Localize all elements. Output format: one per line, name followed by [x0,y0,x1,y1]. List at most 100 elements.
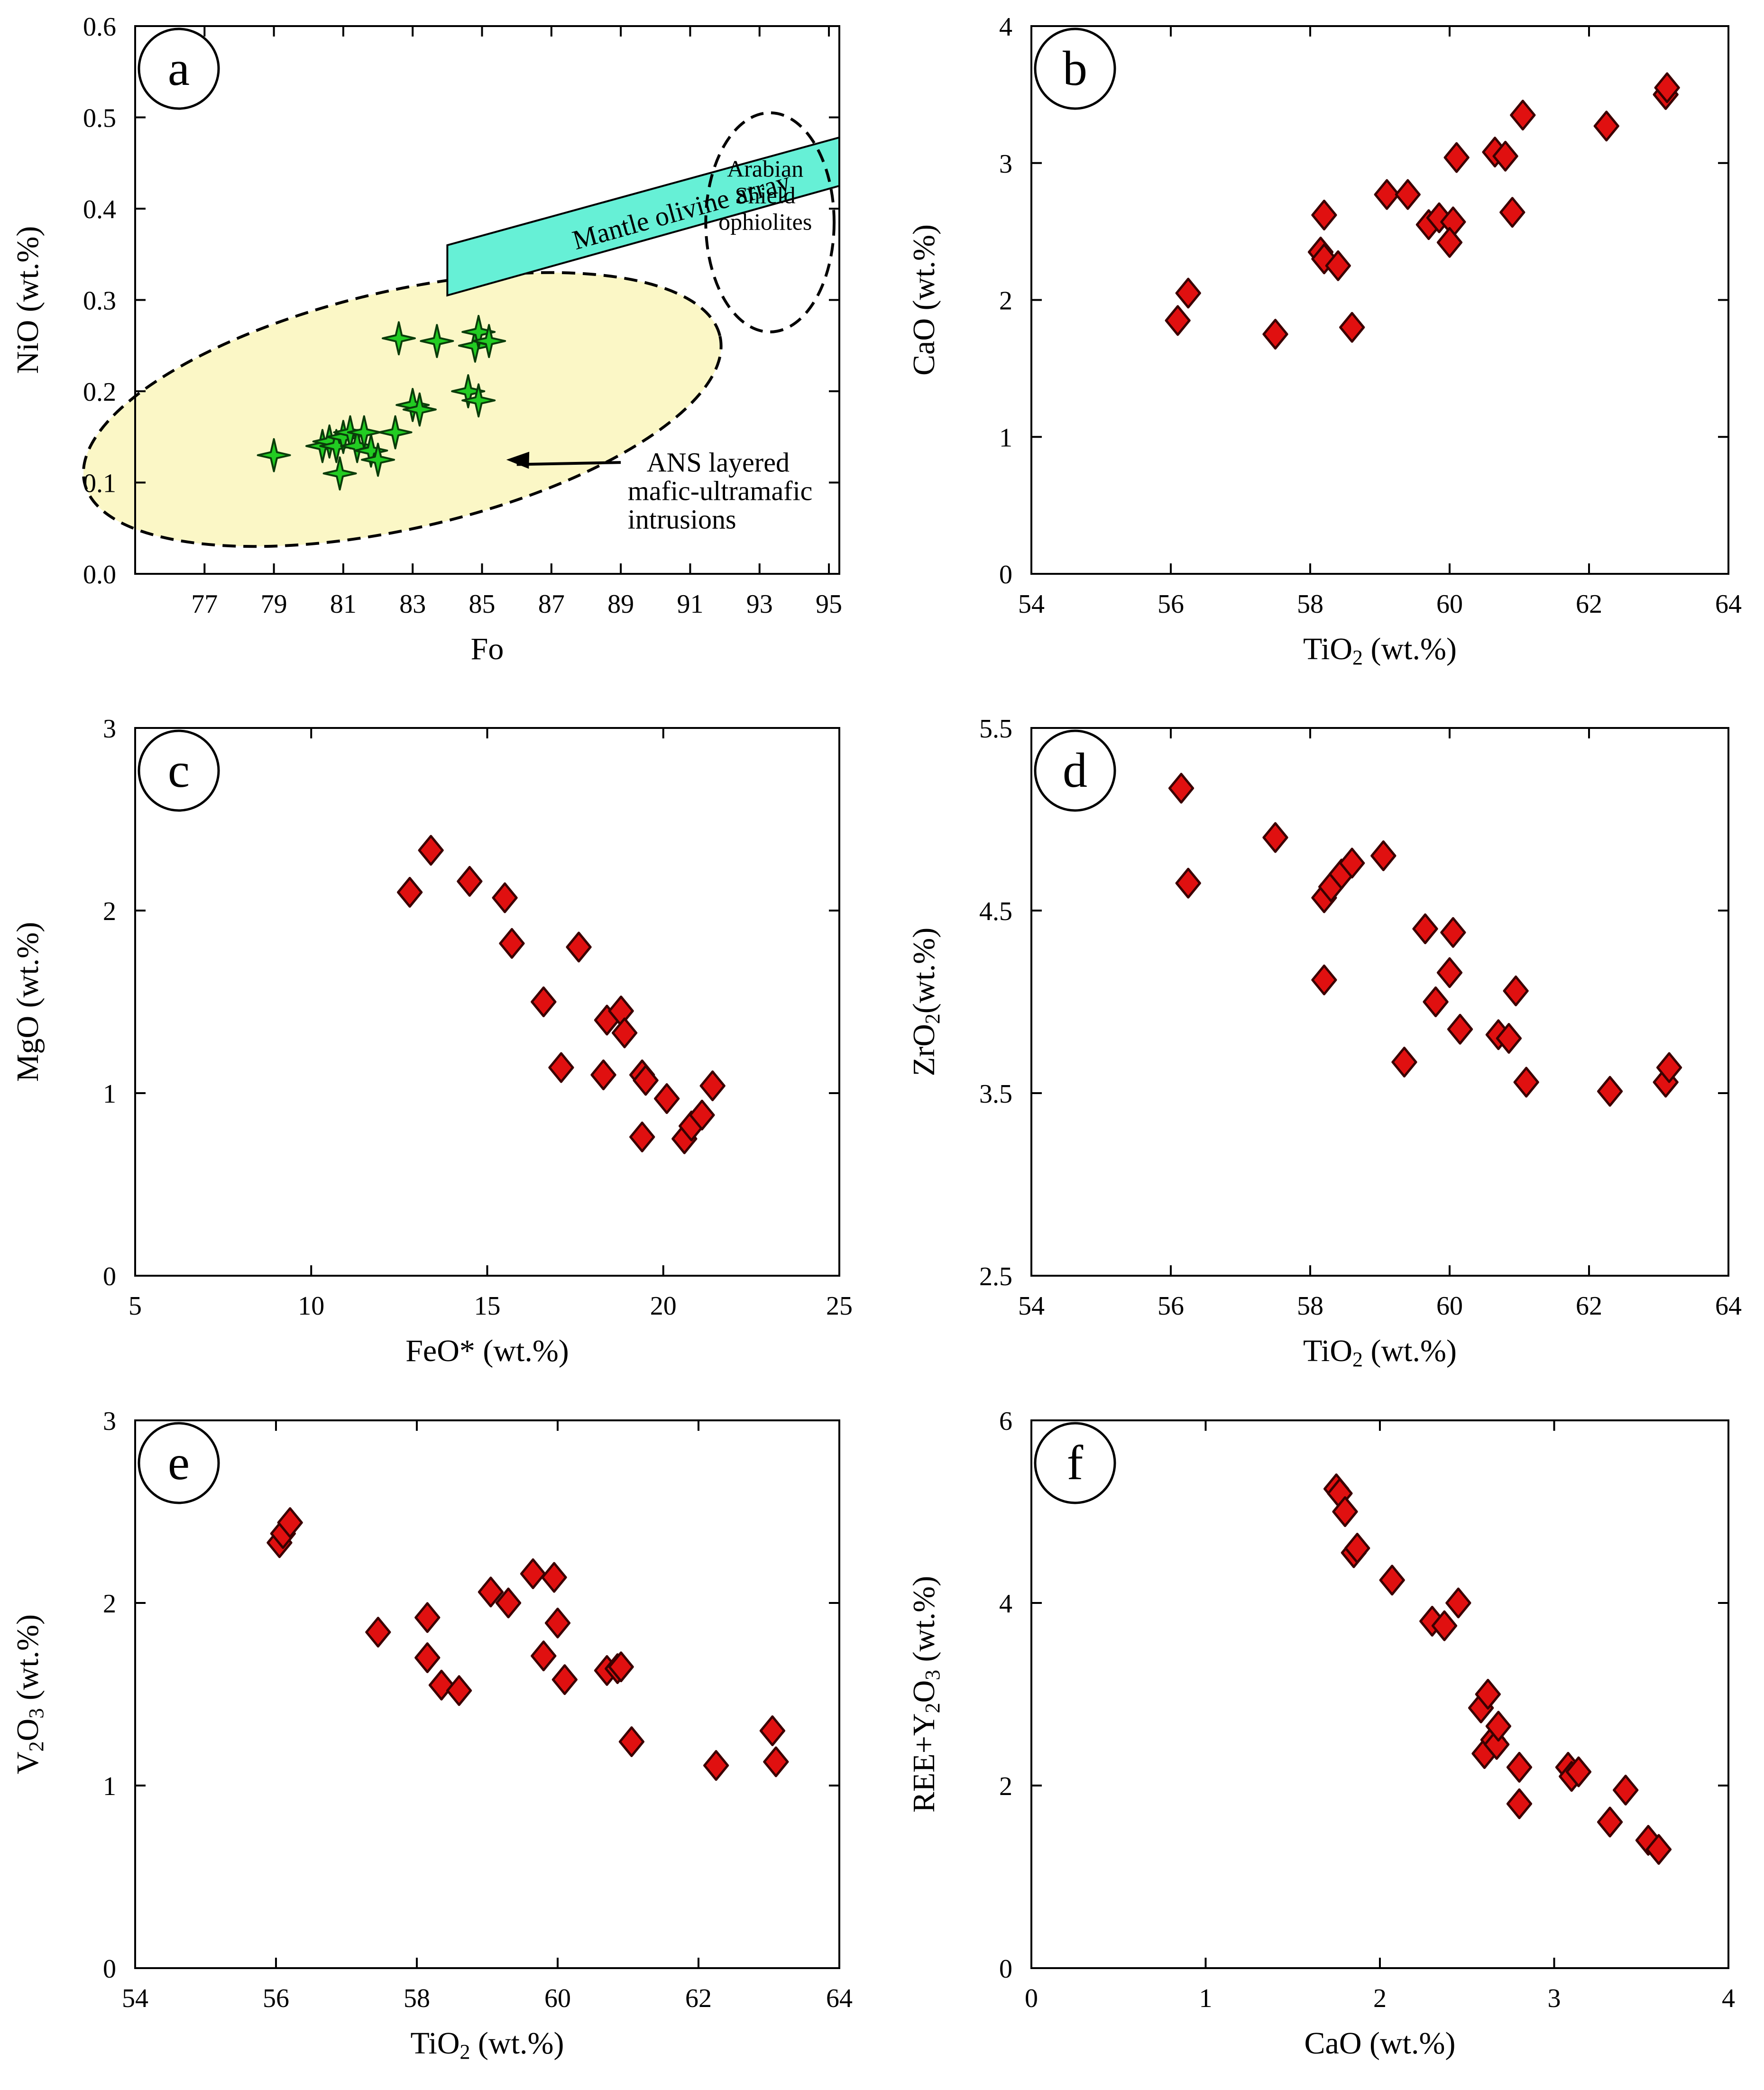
panel-b-ytick-label-4: 4 [999,12,1012,42]
panel-d-point-16 [1496,1023,1522,1054]
panel-d-x-axis-title: TiO2 (wt.%) [1303,1334,1457,1371]
panel-f-xtick-label-1: 1 [1199,1984,1213,2013]
panel-b-xtick-label-3: 60 [1436,589,1463,619]
panel-a-ytick-label-6: 0.6 [83,12,116,42]
panel-d-point-10 [1412,913,1438,944]
panel-f-y-axis-title-part: 2 [921,1703,944,1713]
panel-a-point-10 [322,456,357,491]
panel-c-x-axis-title-part: FeO* (wt.%) [405,1334,569,1368]
panel-b-letter-circle [1034,28,1116,110]
panel-c-point-3 [492,882,518,913]
panel-b-point-7 [1311,199,1337,230]
panel-b-ytick-label-3: 3 [999,149,1012,179]
panel-e-ytick-label-0: 0 [103,1954,116,1984]
ans-arrow-shaft [516,461,621,466]
panel-d-y-axis-title: ZrO2(wt.%) [907,928,944,1076]
panel-d-letter-circle [1034,729,1116,812]
panel-d-x-axis-title-part: 2 [1352,1348,1363,1371]
panel-d-xtick-label-1: 56 [1158,1291,1184,1321]
panel-c-point-8 [590,1059,616,1090]
panel-c-x-axis-title: FeO* (wt.%) [405,1334,569,1368]
panel-e-point-18 [618,1726,645,1758]
panel-f-letter: f [1067,1436,1084,1490]
panel-f-point-5 [1379,1565,1405,1596]
panel-f-point-8 [1445,1587,1471,1619]
panel-e-xtick-label-0: 54 [122,1984,148,2013]
panel-e-point-3 [365,1617,391,1648]
panel-c-point-14 [654,1083,680,1114]
panel-d-point-21 [1656,1052,1682,1083]
panel-f-y-axis-title-part: (wt.%) [907,1576,941,1670]
panel-c-point-5 [531,986,557,1017]
panel-a-xtick-label-2: 81 [330,589,357,619]
panel-a-xtick-label-8: 93 [746,589,773,619]
panel-d-xtick-label-0: 54 [1018,1291,1045,1321]
panel-f-y-axis-title: REE+Y2O3 (wt.%) [907,1576,944,1813]
panel-c-point-0 [397,877,423,908]
panel-b-point-14 [1436,227,1463,258]
panel-c-letter-circle [138,729,220,812]
panel-f-point-23 [1645,1834,1672,1865]
panel-c-letter: c [168,743,190,798]
panel-b-y-axis-title: CaO (wt.%) [907,224,941,376]
panel-e-x-axis-title-part: TiO [411,2026,460,2061]
panel-c-point-19 [629,1121,655,1152]
panel-b-point-2 [1262,319,1288,350]
panel-e-ytick-label-1: 1 [103,1772,116,1801]
panel-e-point-20 [759,1715,786,1746]
panel-e-y-axis-title-part: 3 [25,1708,48,1719]
panel-e-xtick-label-4: 62 [685,1984,712,2013]
panel-b-point-17 [1499,197,1525,228]
panel-b-xtick-label-5: 64 [1715,589,1742,619]
panel-e-y-axis-title-part: V [10,1751,45,1774]
panel-b-x-axis-title-part: (wt.%) [1363,632,1457,666]
panel-a-point-17 [461,383,496,418]
panel-d-frame [1030,727,1729,1277]
panel-c-point-17 [689,1099,715,1131]
panel-e-letter-circle [138,1422,220,1504]
panel-d-letter: d [1063,743,1087,798]
panel-c: 5 10 15 20 25 0 1 2 3 FeO* (wt.%) MgO (wt.%) c [10,714,853,1368]
panel-c-ytick-label-3: 3 [103,714,116,744]
panel-a-xtick-label-4: 85 [469,589,496,619]
panel-d-ytick-label-3: 5.5 [979,714,1012,744]
panel-e-point-8 [478,1576,504,1608]
panel-b-point-9 [1395,179,1421,210]
panel-e-point-10 [520,1558,546,1589]
panel-b-point-8 [1374,179,1400,210]
panel-e-point-12 [541,1562,567,1593]
panel-d-ytick-label-2: 4.5 [979,897,1012,926]
panel-e-y-axis-title: V2O3 (wt.%) [10,1614,48,1774]
panel-a-ytick-label-2: 0.2 [83,377,116,407]
panel-e-ytick-label-3: 3 [103,1407,116,1436]
panel-b-point-21 [1654,72,1680,103]
panel-a-point-0 [257,438,291,472]
panel-b-point-1 [1175,277,1201,309]
panel-b-point-19 [1593,110,1619,142]
panel-b-xtick-label-0: 54 [1018,589,1045,619]
panel-d-ytick-label-0: 2.5 [979,1262,1012,1291]
panel-a-xtick-label-9: 95 [816,589,842,619]
panel-a-xtick-label-7: 91 [677,589,703,619]
panel-d-xtick-label-3: 60 [1436,1291,1463,1321]
panel-e-point-5 [414,1642,441,1673]
panel-c-xtick-label-1: 10 [298,1291,324,1321]
panel-f-xtick-label-2: 2 [1373,1984,1387,2013]
panel-d-point-8 [1370,840,1396,871]
panel-a-ytick-label-4: 0.4 [83,195,116,224]
panel-d-y-axis-title-part: 2 [921,1013,944,1024]
panel-b-point-5 [1325,250,1351,281]
panel-b-xtick-label-1: 56 [1158,589,1184,619]
panel-c-y-axis-title-part: MgO (wt.%) [10,922,45,1082]
panel-e-point-21 [763,1746,789,1777]
panel-f-frame [1030,1419,1729,1969]
panel-e-point-14 [551,1664,578,1695]
arabian-shield-label-line-2: ophiolites [718,209,812,235]
panel-e-xtick-label-2: 58 [404,1984,430,2013]
panel-f-point-4 [1344,1533,1370,1564]
panel-f-x-axis-title: CaO (wt.%) [1305,2026,1456,2061]
panel-b-xtick-label-2: 58 [1297,589,1323,619]
